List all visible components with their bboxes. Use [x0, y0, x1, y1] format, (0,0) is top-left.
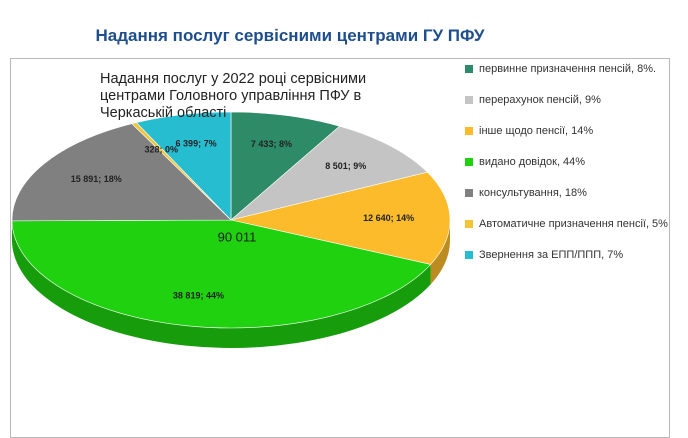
data-label: 328; 0%	[144, 145, 178, 155]
legend-swatch	[465, 127, 473, 135]
total-label: 90 011	[218, 229, 257, 244]
legend-item: перерахунок пенсій, 9%	[465, 93, 675, 107]
legend-label: Звернення за ЕПП/ППП, 7%	[479, 248, 623, 262]
data-label: 38 819; 44%	[173, 290, 224, 300]
legend-item: консультування, 18%	[465, 186, 675, 200]
legend-swatch	[465, 96, 473, 104]
legend-swatch	[465, 158, 473, 166]
data-label: 7 433; 8%	[251, 139, 292, 149]
legend-item: Звернення за ЕПП/ППП, 7%	[465, 248, 675, 262]
legend-label: Автоматичне призначення пенсії, 5%	[479, 217, 668, 231]
legend-label: інше щодо пенсії, 14%	[479, 124, 593, 138]
legend-item: Автоматичне призначення пенсії, 5%	[465, 217, 675, 231]
legend-label: видано довідок, 44%	[479, 155, 585, 169]
data-label: 15 891; 18%	[71, 174, 122, 184]
legend-swatch	[465, 251, 473, 259]
legend-label: перерахунок пенсій, 9%	[479, 93, 601, 107]
legend-swatch	[465, 189, 473, 197]
legend-item: первинне призначення пенсій, 8%.	[465, 62, 675, 76]
legend: первинне призначення пенсій, 8%. перераху…	[465, 62, 675, 279]
legend-label: первинне призначення пенсій, 8%.	[479, 62, 656, 76]
legend-label: консультування, 18%	[479, 186, 587, 200]
chart-title: Надання послуг у 2022 році сервісними це…	[100, 71, 400, 122]
data-label: 12 640; 14%	[363, 213, 414, 223]
legend-item: видано довідок, 44%	[465, 155, 675, 169]
legend-item: інше щодо пенсії, 14%	[465, 124, 675, 138]
data-label: 8 501; 9%	[325, 161, 366, 171]
data-label: 6 399; 7%	[176, 139, 217, 149]
legend-swatch	[465, 220, 473, 228]
page: {"page_title": "Надання послуг сервісним…	[0, 0, 688, 420]
legend-swatch	[465, 65, 473, 73]
